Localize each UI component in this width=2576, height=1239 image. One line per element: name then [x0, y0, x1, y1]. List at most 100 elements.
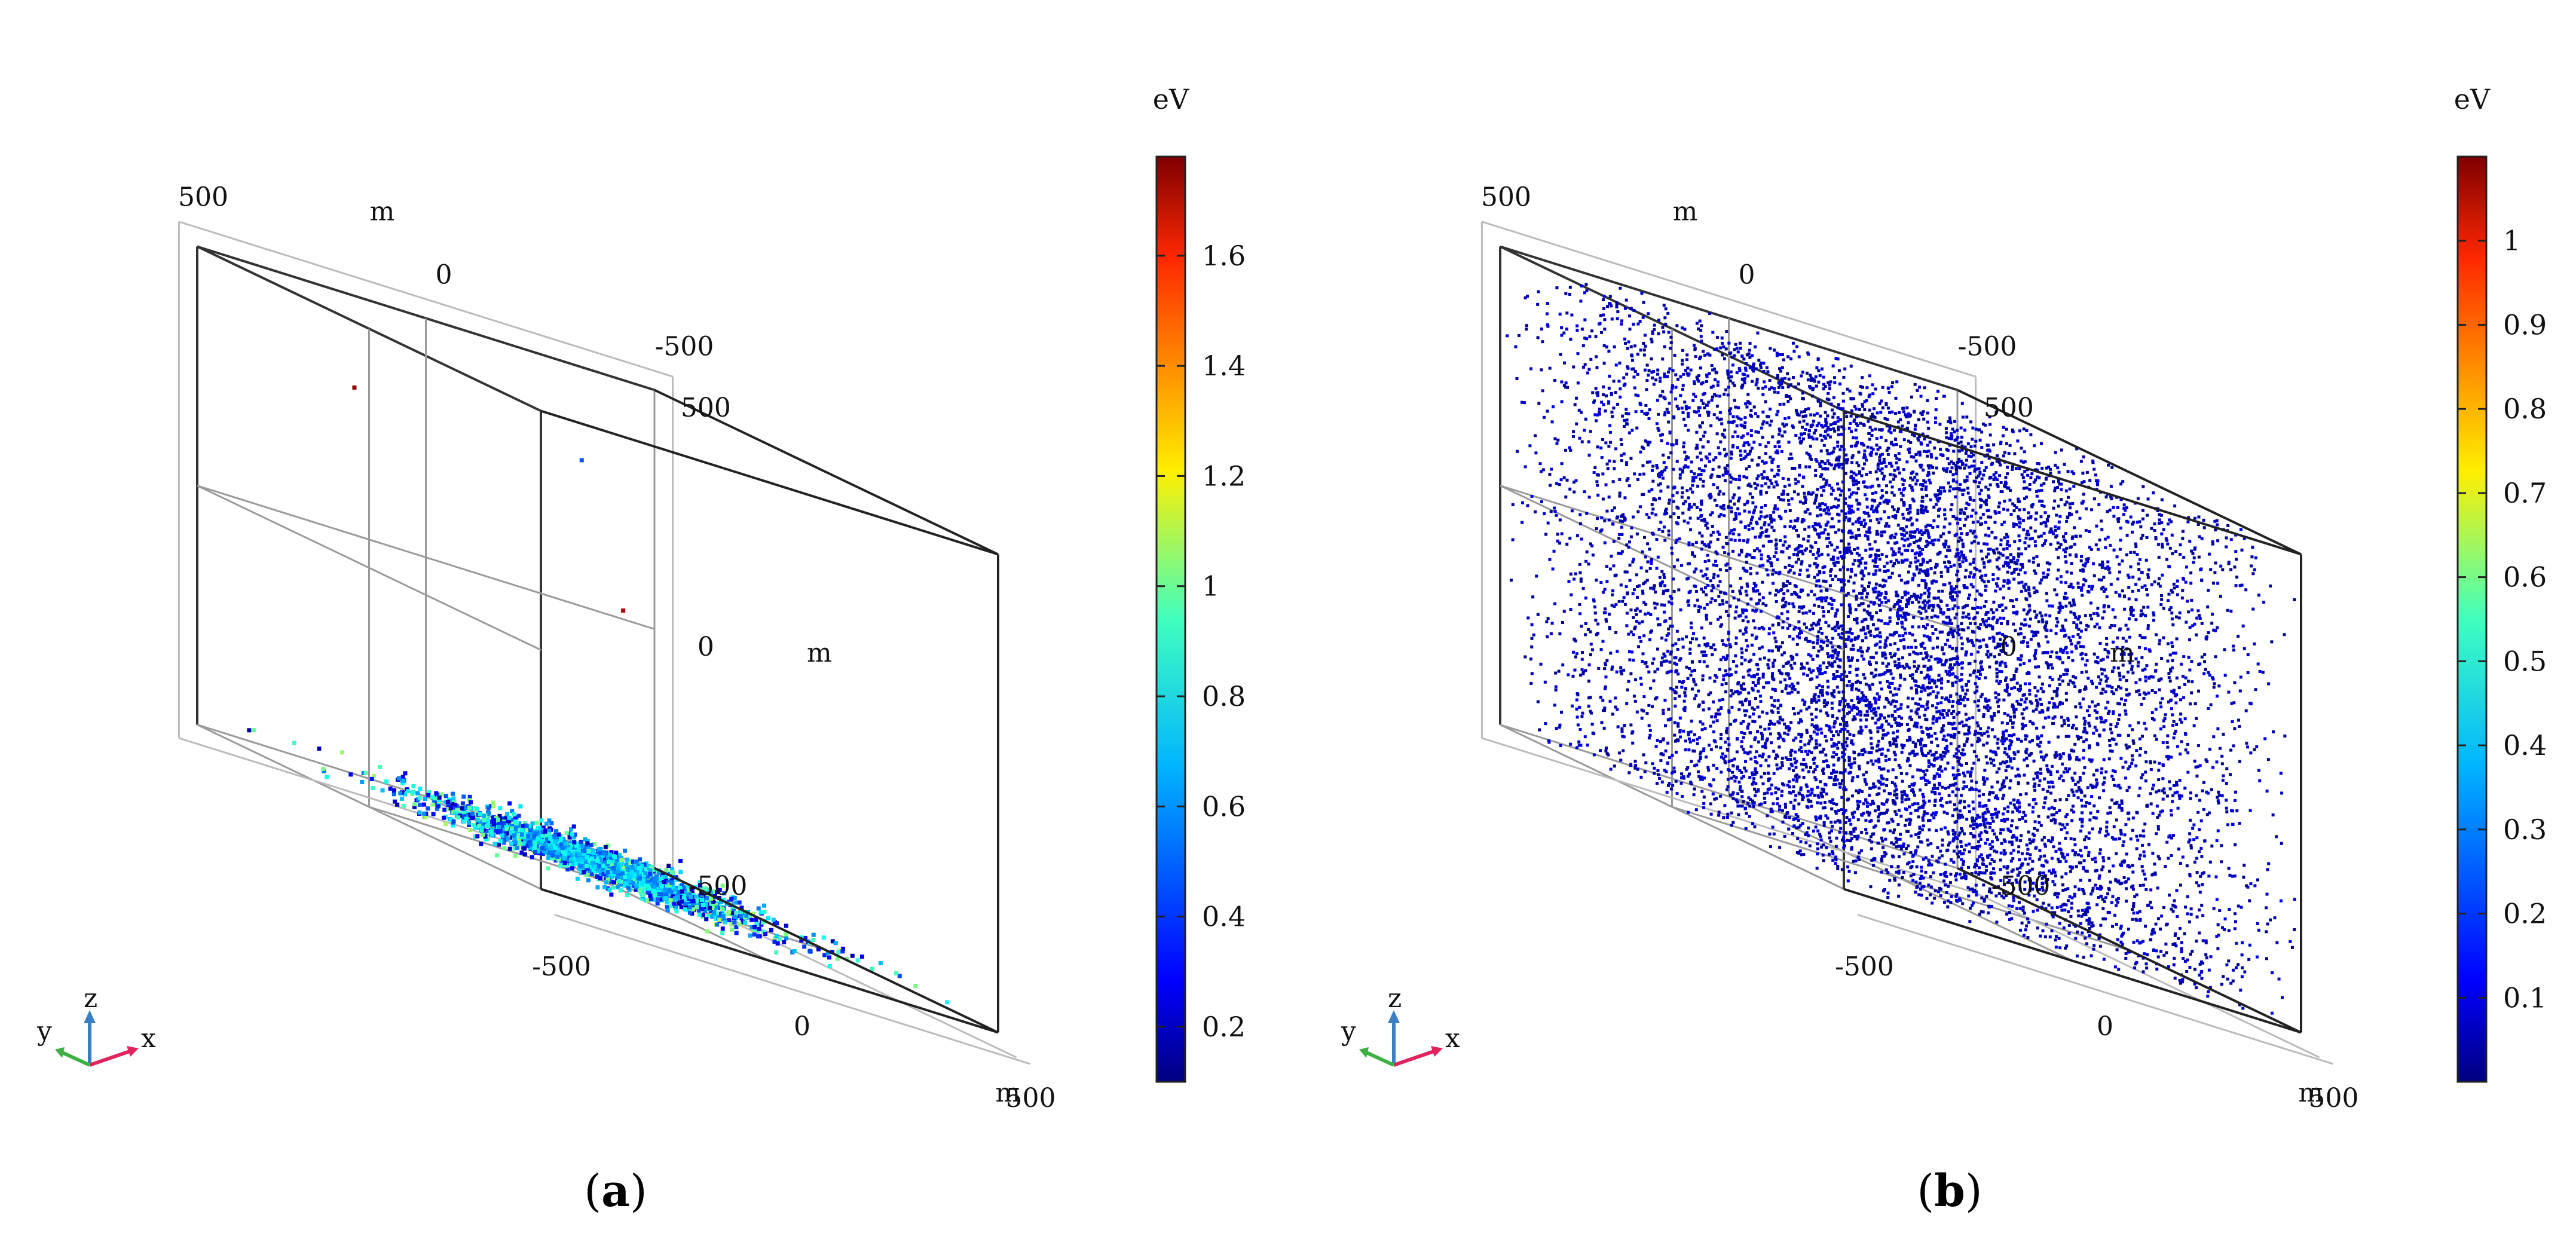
data-point — [1959, 702, 1962, 705]
data-point — [1953, 808, 1957, 812]
data-point — [695, 899, 699, 904]
data-point — [1789, 757, 1792, 761]
data-point — [1939, 701, 1943, 705]
data-point — [579, 864, 583, 869]
data-point — [1569, 448, 1572, 452]
data-point — [1702, 435, 1705, 438]
data-point — [516, 813, 521, 818]
data-point — [2077, 914, 2081, 917]
data-point — [498, 806, 503, 810]
data-point — [706, 914, 711, 919]
data-point — [601, 858, 606, 862]
data-point — [563, 842, 568, 846]
data-point — [734, 931, 739, 935]
data-point — [2045, 860, 2049, 864]
data-point — [1931, 753, 1934, 757]
data-point — [1994, 753, 1998, 757]
data-point — [2003, 807, 2006, 810]
data-point — [1743, 751, 1746, 754]
data-point — [1980, 660, 1983, 663]
data-point — [617, 879, 622, 883]
data-point — [1758, 657, 1762, 661]
data-point — [461, 814, 466, 819]
data-point — [1980, 579, 1984, 582]
data-point — [1923, 773, 1927, 776]
data-point — [2239, 528, 2242, 531]
data-point — [1913, 724, 1916, 728]
data-point — [2103, 610, 2106, 614]
data-point — [1929, 453, 1933, 457]
data-point — [743, 920, 748, 925]
data-point — [2046, 781, 2050, 784]
data-point — [559, 859, 564, 864]
data-point — [737, 900, 742, 905]
data-point — [1667, 784, 1671, 787]
data-point — [497, 813, 502, 818]
data-point — [1831, 656, 1834, 660]
data-point — [2171, 651, 2175, 655]
data-point — [1531, 595, 1535, 599]
data-point — [2120, 801, 2124, 805]
data-point — [1837, 498, 1841, 502]
data-point — [629, 883, 634, 888]
data-point — [2005, 776, 2008, 780]
data-point — [1721, 656, 1725, 659]
data-point — [660, 872, 665, 877]
data-point — [1829, 558, 1833, 561]
data-point — [1923, 437, 1926, 440]
data-point — [653, 892, 657, 897]
data-point — [585, 866, 590, 871]
data-point — [870, 966, 874, 971]
data-point — [1700, 588, 1703, 591]
data-point — [643, 871, 648, 876]
data-point — [1704, 524, 1708, 527]
data-point — [1814, 458, 1818, 461]
data-point — [2021, 716, 2025, 720]
data-point — [1829, 596, 1833, 600]
data-point — [1983, 542, 1986, 546]
data-point — [1700, 503, 1703, 506]
data-point — [1767, 540, 1771, 543]
caption-letter: a — [601, 1165, 630, 1217]
caption-close: ) — [630, 1165, 647, 1217]
data-point — [1822, 843, 1825, 847]
data-point — [1645, 711, 1649, 715]
data-point — [1750, 458, 1754, 462]
data-point — [620, 871, 625, 876]
data-point — [1560, 462, 1564, 466]
data-point — [1724, 741, 1727, 744]
data-point — [2038, 611, 2042, 614]
data-point — [451, 791, 455, 796]
data-point — [1679, 657, 1682, 660]
data-point — [573, 857, 578, 862]
data-point — [1985, 542, 1989, 546]
caption-a: (a) — [584, 1165, 647, 1217]
data-point — [2027, 585, 2030, 589]
data-point — [575, 841, 580, 846]
data-point — [1671, 688, 1675, 692]
data-point — [1724, 388, 1728, 391]
data-point — [1618, 491, 1622, 495]
data-point — [595, 858, 600, 863]
data-point — [1859, 602, 1863, 605]
data-point — [2042, 542, 2046, 546]
data-point — [1782, 490, 1785, 493]
data-point — [1844, 644, 1847, 648]
data-point — [1876, 692, 1879, 696]
data-point — [2017, 850, 2020, 853]
data-point — [1712, 586, 1715, 589]
data-point — [1876, 793, 1879, 796]
data-point — [1814, 499, 1818, 503]
data-point — [1687, 406, 1691, 409]
data-point — [609, 850, 614, 855]
data-point — [647, 890, 651, 895]
data-point — [2073, 843, 2077, 846]
data-point — [1776, 802, 1779, 806]
data-point — [1605, 746, 1608, 749]
data-point — [1708, 744, 1711, 747]
data-point — [1896, 561, 1900, 564]
data-point — [1963, 445, 1967, 449]
data-point — [528, 827, 533, 832]
data-point — [748, 933, 752, 938]
data-point — [1955, 807, 1959, 811]
